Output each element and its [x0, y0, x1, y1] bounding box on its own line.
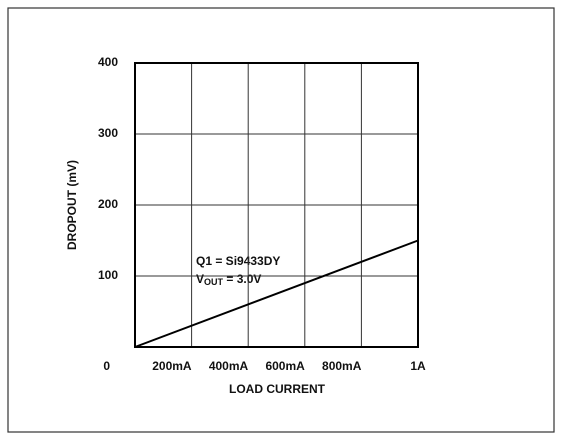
data-line: [134, 239, 419, 348]
plot-frame: [134, 62, 419, 348]
annotation: VOUT = 3.0V: [196, 272, 261, 287]
y-tick-label: 400: [98, 55, 118, 69]
x-tick-label: 400mA: [209, 359, 249, 373]
annotation-part: = 3.0V: [223, 272, 261, 286]
x-tick-label: 600mA: [265, 359, 305, 373]
y-tick-label: 100: [98, 268, 118, 282]
frame: [7, 7, 555, 433]
x-tick-label: 800mA: [322, 359, 362, 373]
x-tick-label: 1A: [410, 359, 426, 373]
y-tick-label: 200: [98, 197, 118, 211]
x-axis-label: LOAD CURRENT: [229, 382, 326, 396]
annotation: Q1 = Si9433DY: [196, 254, 280, 268]
y-axis-label: DROPOUT (mV): [65, 160, 79, 250]
annotation-part: V: [196, 272, 204, 286]
y-tick-label: 300: [98, 126, 118, 140]
annotation-sub: OUT: [204, 277, 224, 287]
x-tick-label: 200mA: [152, 359, 192, 373]
x-tick-label: 0: [103, 359, 110, 373]
